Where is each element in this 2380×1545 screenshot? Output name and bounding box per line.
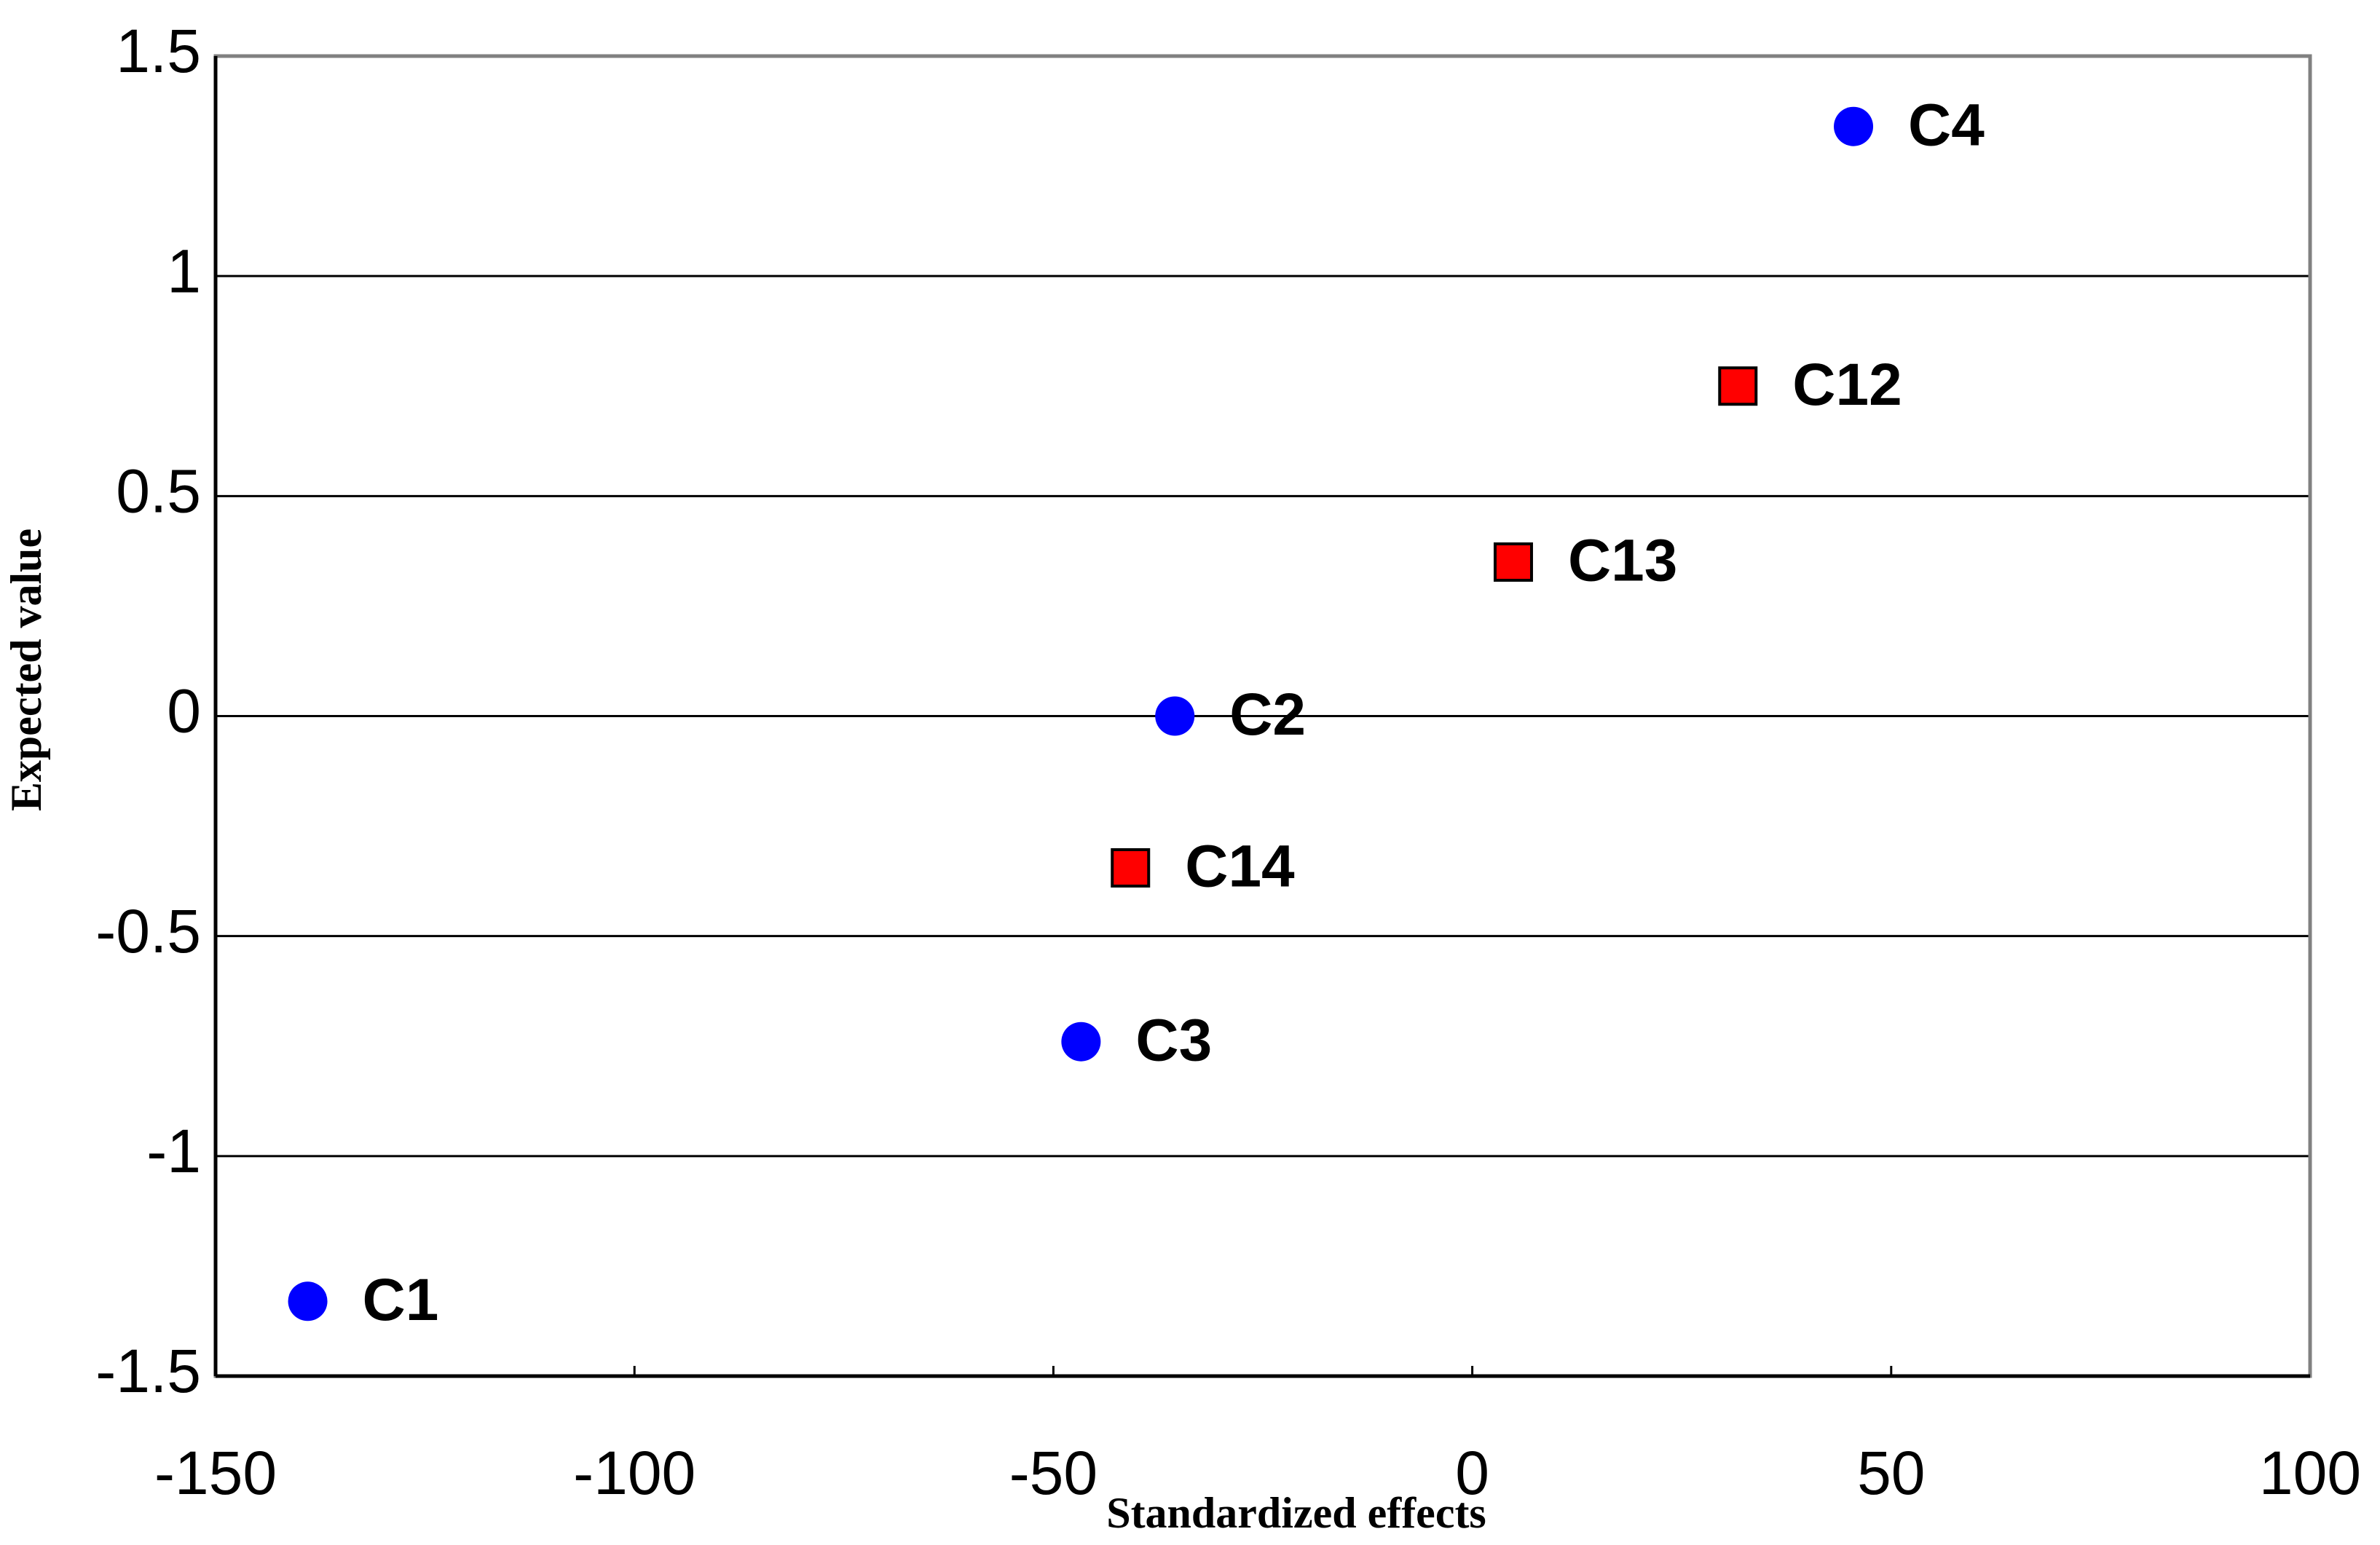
x-tick-label: 50 xyxy=(1857,1439,1925,1507)
y-tick-label: 0 xyxy=(167,677,201,746)
point xyxy=(288,1281,328,1321)
point xyxy=(1061,1022,1101,1062)
x-tick-label: 0 xyxy=(1455,1439,1489,1507)
point-label: C3 xyxy=(1135,1007,1212,1073)
point xyxy=(1493,542,1533,582)
y-tick-label: -1.5 xyxy=(95,1337,201,1405)
x-tick-label: -50 xyxy=(1009,1439,1098,1507)
y-tick-label: 1 xyxy=(167,237,201,305)
x-tick-label: -150 xyxy=(154,1439,277,1507)
point-label: C4 xyxy=(1908,92,1985,158)
point-label: C13 xyxy=(1568,528,1677,594)
point-label: C14 xyxy=(1185,834,1295,900)
point xyxy=(1834,106,1874,146)
y-tick-label: 1.5 xyxy=(116,17,201,85)
point xyxy=(1155,696,1195,736)
point-label: C2 xyxy=(1229,681,1306,748)
x-tick-label: -100 xyxy=(573,1439,696,1507)
x-tick-label: 100 xyxy=(2259,1439,2361,1507)
point xyxy=(1111,847,1151,888)
point-label: C1 xyxy=(363,1267,439,1333)
y-tick-label: 0.5 xyxy=(116,457,201,526)
y-tick-label: -0.5 xyxy=(95,897,201,965)
y-axis-title: Expected value xyxy=(2,529,50,811)
point xyxy=(1718,366,1758,406)
y-tick-label: -1 xyxy=(146,1117,201,1185)
point-label: C12 xyxy=(1792,352,1902,418)
x-axis-title: Standardized effects xyxy=(1106,1489,1486,1537)
